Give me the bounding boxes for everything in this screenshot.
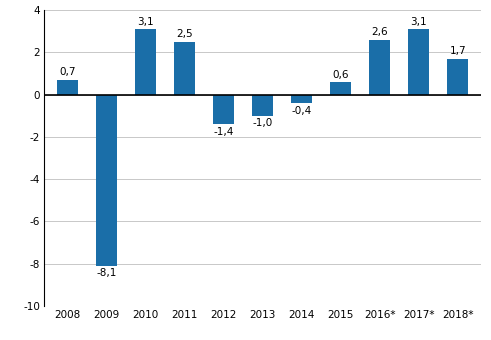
Bar [57,80,79,95]
Bar [447,59,468,95]
Text: 1,7: 1,7 [449,46,466,56]
Text: -0,4: -0,4 [292,106,312,116]
Bar [135,29,156,95]
Bar [174,42,195,95]
Bar [330,82,352,95]
Text: 3,1: 3,1 [410,17,427,27]
Bar [252,95,273,116]
Bar [213,95,234,124]
Text: 3,1: 3,1 [137,17,154,27]
Text: 0,6: 0,6 [332,69,349,80]
Text: -8,1: -8,1 [96,268,117,278]
Bar [96,95,117,266]
Bar [369,40,390,95]
Bar [408,29,430,95]
Text: -1,4: -1,4 [214,127,234,137]
Text: -1,0: -1,0 [252,118,273,129]
Text: 0,7: 0,7 [59,67,76,78]
Text: 2,6: 2,6 [371,27,388,37]
Text: 2,5: 2,5 [176,29,193,39]
Bar [291,95,312,103]
